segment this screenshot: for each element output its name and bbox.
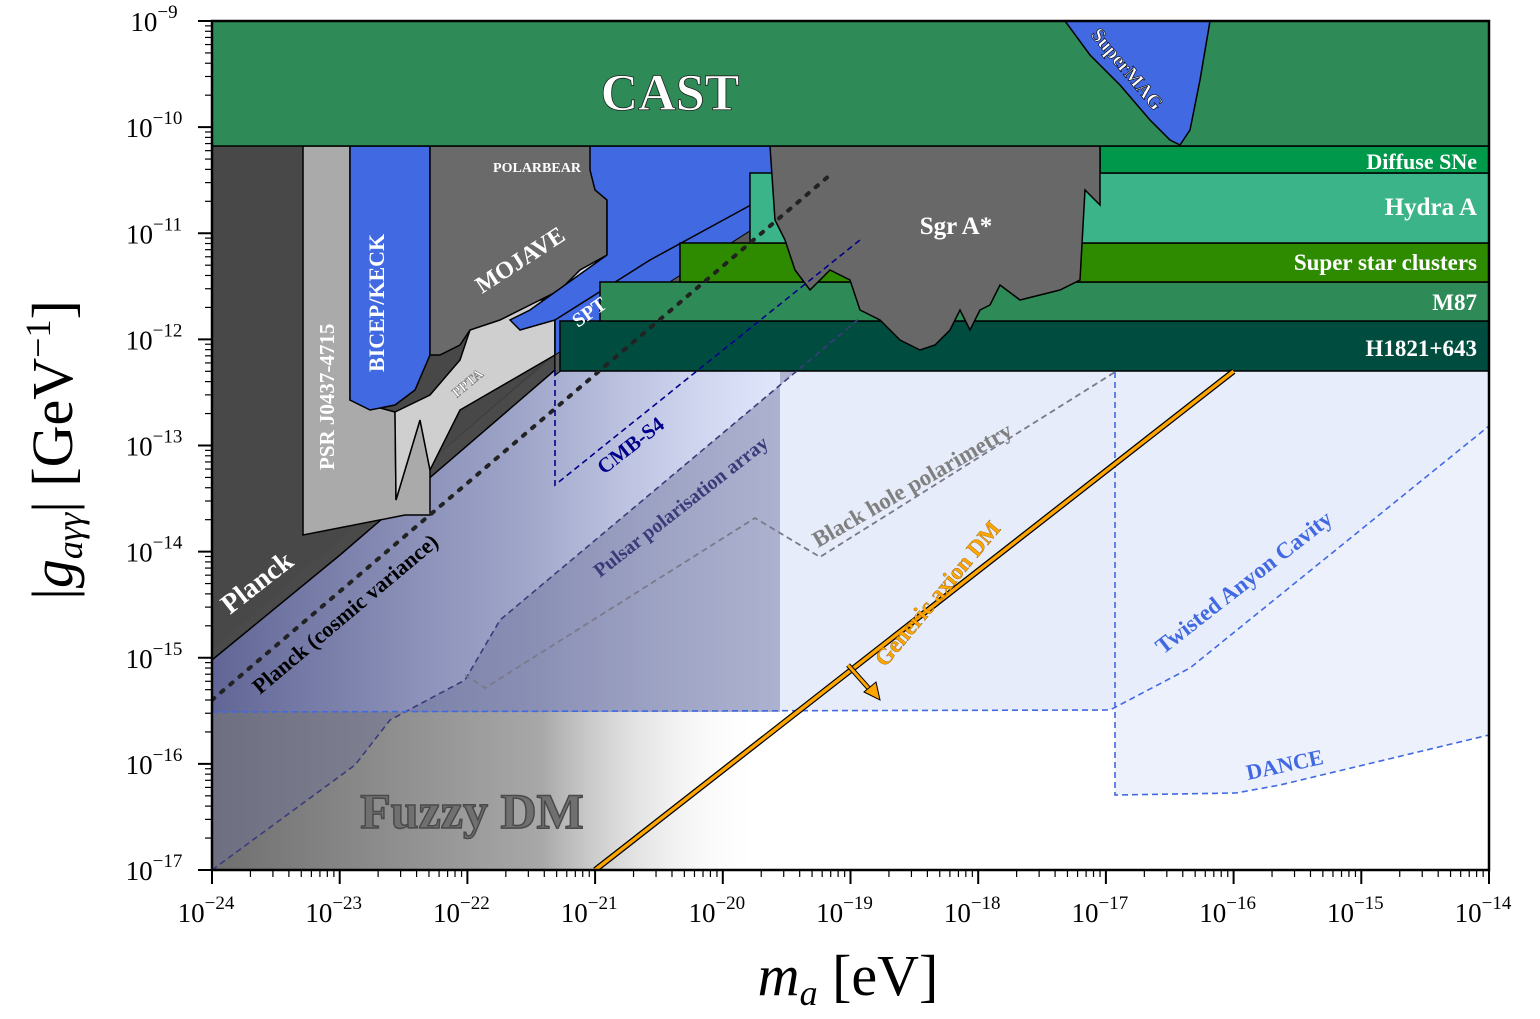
twisted-anyon-cavity-outline [212, 425, 1489, 713]
x-tick-label: 10−17 [1072, 893, 1129, 928]
x-tick-label: 10−22 [433, 893, 490, 928]
h1821-band [559, 320, 1489, 372]
label-psr: PSR J0437-4715 [315, 324, 339, 470]
x-tick-label: 10−14 [1455, 893, 1512, 928]
y-tick-label: 10−10 [126, 108, 183, 143]
x-axis-title: ma [eV] [758, 943, 939, 1013]
x-tick-label: 10−21 [561, 893, 618, 928]
label-bicep-keck: BICEP/KECK [364, 234, 389, 372]
sgr-a-region [769, 145, 1101, 351]
y-tick-label: 10−13 [126, 427, 183, 462]
cast-region [212, 21, 1489, 147]
pulsar-array-region [212, 318, 860, 870]
x-tick-label: 10−23 [305, 893, 362, 928]
y-tick-label: 10−17 [126, 851, 183, 886]
label-cast: CAST [601, 65, 740, 122]
plot-area [212, 21, 1489, 870]
label-fuzzy-dm: Fuzzy DM [360, 783, 584, 839]
y-tick-label: 10−12 [126, 320, 183, 355]
x-tick-label: 10−18 [944, 893, 1001, 928]
generic-axion-dm-line [594, 369, 1235, 870]
label-hydra-a: Hydra A [1385, 194, 1477, 221]
y-tick-label: 10−14 [126, 533, 183, 568]
x-tick-label: 10−19 [816, 893, 873, 928]
label-super-star-clusters: Super star clusters [1294, 250, 1477, 275]
y-tick-label: 10−16 [126, 745, 183, 780]
label-h1821: H1821+643 [1366, 336, 1478, 361]
axis-ticks: 10−24 10−23 10−22 10−21 10−20 10−19 10−18 10−17… [126, 2, 1512, 928]
x-tick-label: 10−15 [1327, 893, 1384, 928]
label-diffuse-sne: Diffuse SNe [1366, 149, 1477, 174]
dance-projection [1115, 370, 1489, 795]
axion-dm-arrowhead [863, 681, 881, 701]
black-hole-polarimetry-outline [464, 371, 1116, 690]
bicep-keck-region [349, 145, 431, 411]
x-tick-label: 10−16 [1199, 893, 1256, 928]
theory-layer [593, 368, 1236, 870]
dance-outline [1114, 372, 1489, 796]
y-tick-label: 10−11 [126, 214, 182, 249]
x-tick-label: 10−20 [688, 893, 745, 928]
label-polarbear: POLARBEAR [493, 161, 582, 176]
cmb-s4-outline [554, 239, 861, 487]
x-tick-label: 10−24 [178, 893, 235, 928]
y-tick-label: 10−9 [130, 2, 177, 37]
y-tick-label: 10−15 [126, 639, 183, 674]
label-sgr-a: Sgr A* [920, 213, 992, 240]
y-axis-title: |gaγγ| [GeV−1] [18, 300, 90, 600]
label-m87: M87 [1432, 290, 1477, 315]
supermag-region [1064, 21, 1211, 146]
planck-cosmic-variance-line [212, 173, 832, 702]
